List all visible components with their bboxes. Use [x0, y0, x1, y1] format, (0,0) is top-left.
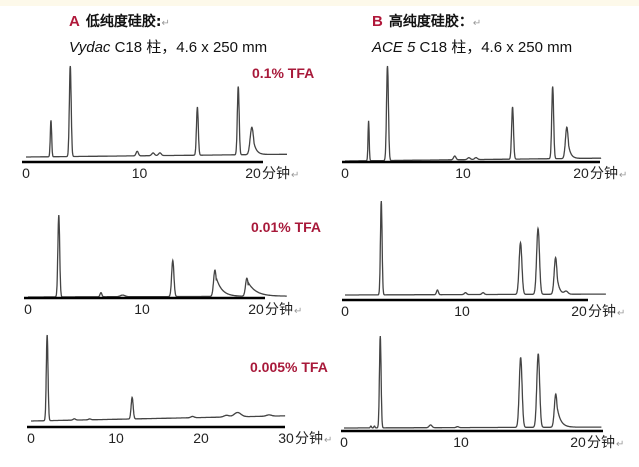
paragraph-mark: ↵ [324, 435, 332, 446]
tick-label-A3-0: 0 [27, 430, 35, 446]
panel-a-heading: A 低纯度硅胶:↵ [69, 11, 170, 31]
tick-label-B3-10: 10 [453, 434, 469, 450]
tick-label-A1-20: 20 [245, 165, 261, 181]
tick-label-B3-20: 20 [570, 434, 586, 450]
axis-unit-label-B1: 分钟 [590, 165, 618, 181]
paragraph-mark: ↵ [616, 439, 624, 450]
condition-label-0.005-tfa: 0.005% TFA [250, 359, 328, 375]
axis-unit-label-A2: 分钟 [265, 301, 293, 317]
trace-B3 [344, 335, 602, 429]
panel-b-title: 高纯度硅胶： [388, 14, 473, 30]
panel-b-column-spec: C18 柱，4.6 x 250 mm [415, 39, 573, 56]
trace-A2 [28, 214, 287, 298]
panel-b-column-brand: ACE 5 [372, 39, 416, 56]
condition-label-0.01-tfa: 0.01% TFA [251, 219, 322, 235]
tick-label-B1-10: 10 [455, 165, 471, 181]
tick-label-A1-10: 10 [132, 165, 148, 181]
trace-B2 [345, 200, 606, 296]
axis-unit-label-A1: 分钟 [262, 165, 290, 181]
axis-unit-label-B2: 分钟 [588, 303, 616, 319]
axis-unit-label-A3: 分钟 [295, 430, 323, 446]
paragraph-mark: ↵ [291, 170, 299, 181]
panel-a-title: 低纯度硅胶: [85, 14, 162, 30]
panel-b-heading: B 高纯度硅胶：↵ [372, 11, 481, 31]
paragraph-mark: ↵ [294, 306, 302, 317]
top-band [0, 0, 639, 6]
tick-label-B2-10: 10 [454, 303, 470, 319]
tick-label-A2-10: 10 [134, 301, 150, 317]
trace-B1 [345, 65, 602, 162]
tick-label-B1-0: 0 [341, 165, 349, 181]
tick-label-B1-20: 20 [573, 165, 589, 181]
panel-a-column: Vydac C18 柱，4.6 x 250 mm [69, 36, 267, 57]
panel-a-letter: A [69, 13, 80, 30]
tick-label-B3-0: 0 [340, 434, 348, 450]
tick-label-A2-20: 20 [248, 301, 264, 317]
panel-a-column-spec: C18 柱，4.6 x 250 mm [110, 39, 268, 56]
panel-b-column: ACE 5 C18 柱，4.6 x 250 mm [372, 36, 572, 57]
tick-label-A3-20: 20 [193, 430, 209, 446]
tick-label-B2-0: 0 [341, 303, 349, 319]
paragraph-mark: ↵ [161, 18, 170, 29]
panel-a-column-brand: Vydac [69, 39, 111, 56]
paragraph-mark: ↵ [617, 308, 625, 319]
panel-b-letter: B [372, 13, 383, 30]
paragraph-mark: ↵ [619, 170, 627, 181]
tick-label-A1-0: 0 [22, 165, 30, 181]
axis-unit-label-B3: 分钟 [587, 434, 615, 450]
trace-A1 [26, 65, 287, 158]
tick-label-B2-20: 20 [571, 303, 587, 319]
tick-label-A2-0: 0 [24, 301, 32, 317]
trace-A3 [31, 334, 286, 422]
paragraph-mark: ↵ [472, 18, 482, 29]
condition-label-0.1-tfa: 0.1% TFA [252, 65, 315, 81]
tick-label-A3-30: 30 [278, 430, 294, 446]
tick-label-A3-10: 10 [108, 430, 124, 446]
